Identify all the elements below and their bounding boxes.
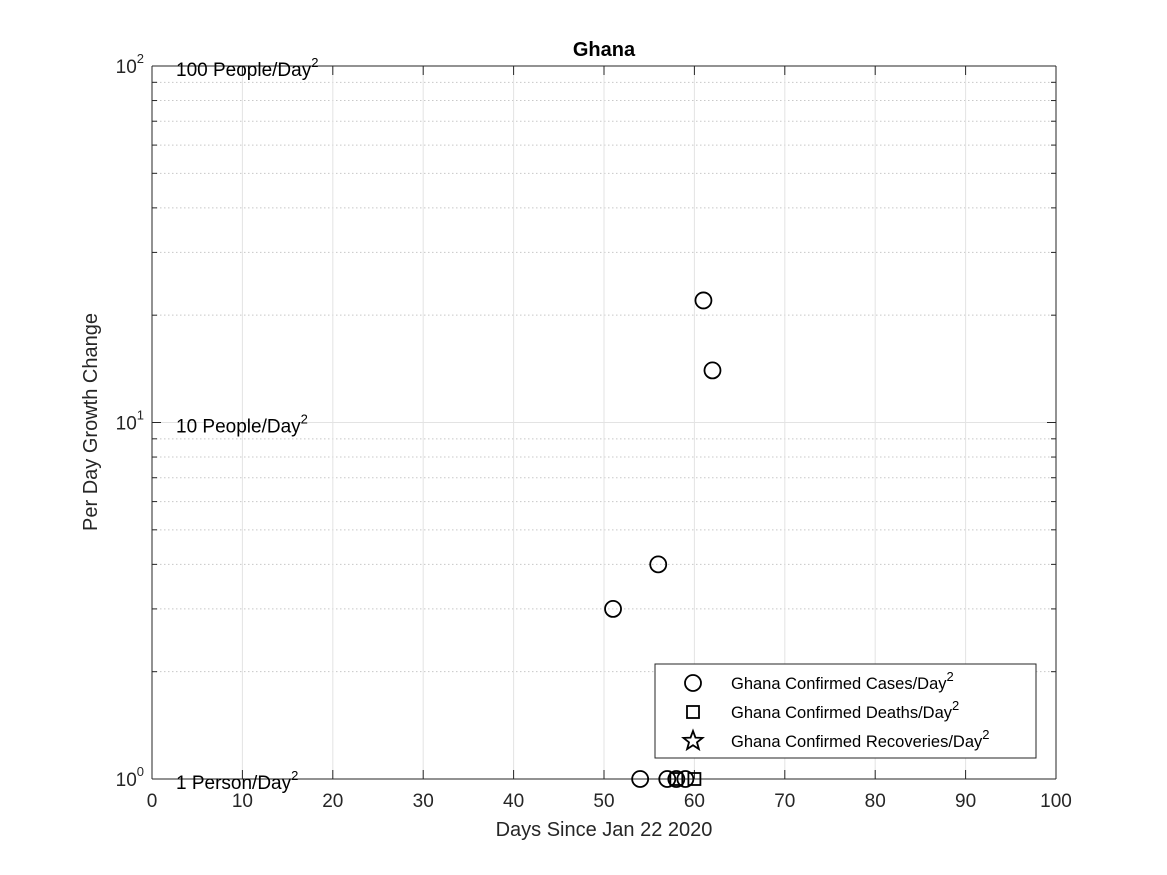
y-tick-base: 10 (116, 57, 137, 78)
y-tick-base: 10 (116, 414, 137, 435)
annotation-text: 10 People/Day2 (176, 412, 308, 438)
data-points (604, 291, 722, 788)
x-tick-label: 20 (322, 791, 343, 812)
legend-entry: Ghana Confirmed Recoveries/Day2 (731, 727, 990, 751)
x-tick-label: 90 (955, 791, 976, 812)
x-tick-label: 30 (413, 791, 434, 812)
x-tick-label: 80 (865, 791, 886, 812)
y-tick-base: 10 (116, 770, 137, 791)
legend-entry-exponent: 2 (947, 669, 954, 684)
series-circle (604, 291, 722, 788)
cases-point (631, 770, 650, 788)
annotation-text: 1 Person/Day2 (176, 768, 298, 794)
legend-marker-star (681, 728, 705, 752)
annotation-label: 100 People/Day (176, 60, 312, 81)
legend-entry-exponent: 2 (952, 698, 959, 713)
x-tick-label: 40 (503, 791, 524, 812)
y-tick-label: 102 (116, 51, 144, 78)
cases-point (649, 555, 668, 574)
x-tick-label: 100 (1040, 791, 1072, 812)
legend-entry: Ghana Confirmed Cases/Day2 (731, 669, 954, 693)
legend-entry-label: Ghana Confirmed Recoveries/Day (731, 733, 983, 751)
x-axis-label: Days Since Jan 22 2020 (496, 819, 713, 841)
y-tick-exponent: 2 (137, 51, 144, 66)
cases-point (667, 770, 686, 788)
y-tick-exponent: 0 (137, 764, 144, 779)
y-tick-exponent: 1 (137, 408, 144, 423)
annotation-exponent: 2 (311, 55, 318, 70)
y-axis-label: Per Day Growth Change (80, 313, 102, 531)
legend-box (654, 663, 1037, 759)
annotation-exponent: 2 (291, 768, 298, 783)
deaths-point (687, 772, 702, 786)
y-tick-label: 101 (116, 408, 144, 435)
y-tick-label: 100 (116, 764, 144, 791)
series-square (669, 772, 702, 786)
annotation-exponent: 2 (301, 412, 308, 427)
annotation-label: 1 Person/Day (176, 773, 292, 794)
legend-marker-circle (684, 674, 702, 692)
legend-entry-label: Ghana Confirmed Deaths/Day (731, 704, 953, 722)
legend-marker-square (686, 705, 700, 719)
x-ticks: 0 10 20 30 40 50 60 70 80 90 100 (147, 66, 1072, 812)
cases-point (658, 770, 677, 788)
x-tick-label: 10 (232, 791, 253, 812)
annotation-label: 10 People/Day (176, 417, 301, 438)
cases-point (676, 770, 695, 788)
chart-title: Ghana (573, 39, 636, 61)
x-tick-label: 70 (774, 791, 795, 812)
x-tick-label: 60 (684, 791, 705, 812)
legend-entry-exponent: 2 (982, 727, 989, 742)
x-tick-label: 0 (147, 791, 158, 812)
cases-point (604, 600, 622, 618)
cases-point (703, 361, 722, 380)
x-tick-label: 50 (593, 791, 614, 812)
legend-entry: Ghana Confirmed Deaths/Day2 (731, 698, 959, 722)
legend-entry-label: Ghana Confirmed Cases/Day (731, 675, 947, 693)
deaths-point (669, 772, 684, 786)
cases-point (694, 291, 713, 310)
annotation-text: 100 People/Day2 (176, 55, 318, 81)
